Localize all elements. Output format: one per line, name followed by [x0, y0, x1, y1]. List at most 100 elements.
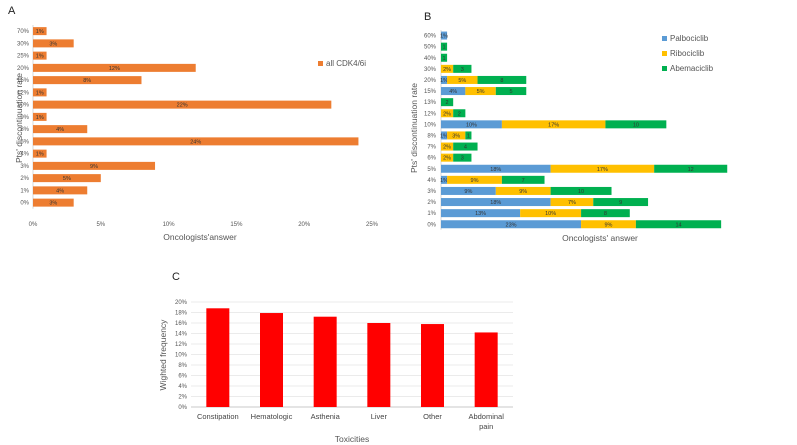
panel-a-bar-label: 9%	[90, 164, 98, 170]
panel-b-legend-label: Abemaciclib	[670, 64, 714, 73]
panel-b-bar-ribociclib	[441, 153, 454, 162]
panel-c-bar	[313, 316, 337, 407]
panel-b-bar-ribociclib	[465, 87, 496, 96]
panel-b-bar-label: 4%	[449, 89, 457, 95]
panel-a-y-tick: 5%	[20, 139, 29, 145]
panel-a-bar	[33, 112, 47, 121]
panel-c-x-tick: Abdominal	[468, 412, 504, 421]
panel-b-legend-swatch	[662, 36, 667, 41]
panel-b-bar-palbociclib	[441, 220, 582, 229]
panel-c-y-title: Wighted frequency	[158, 319, 168, 391]
panel-a-bar	[33, 88, 47, 97]
panel-b-bar-palbociclib	[441, 164, 551, 173]
panel-b-bar-abemaciclib	[465, 131, 472, 140]
panel-b-bar-abemaciclib	[635, 220, 722, 229]
panel-c-bar	[474, 332, 498, 407]
panel-b-legend-swatch	[662, 66, 667, 71]
panel-a-y-tick: 70%	[17, 29, 30, 35]
panel-b-bar-abemaciclib	[453, 64, 472, 73]
panel-a-bar	[33, 149, 47, 158]
panel-b-bar-label: 1%	[440, 178, 448, 184]
panel-b-y-tick: 5%	[427, 167, 436, 173]
panel-b-bar-label: 8	[500, 78, 503, 84]
panel-a-x-tick: 20%	[298, 222, 311, 228]
panel-b-y-tick: 7%	[427, 145, 436, 151]
panel-b-bar-abemaciclib	[654, 164, 728, 173]
panel-a-bar-label: 8%	[83, 78, 91, 84]
panel-c-y-tick: 6%	[178, 374, 187, 380]
panel-b-bar-ribociclib	[441, 109, 454, 118]
panel-c-bar	[421, 324, 444, 407]
panel-a-bar-label: 1%	[36, 90, 44, 96]
panel-a-legend-swatch	[318, 61, 323, 66]
panel-b-bar-label: 2%	[443, 145, 451, 151]
panel-b-bar-label: 1	[443, 56, 446, 62]
panel-b-bar-label: 18%	[490, 200, 501, 206]
panel-c-y-tick: 0%	[178, 405, 187, 411]
panel-b-bar-abemaciclib	[605, 120, 667, 129]
panel-b-bar-ribociclib	[581, 220, 636, 229]
panel-b-bar-ribociclib	[550, 164, 655, 173]
panel-b-bar-abemaciclib	[550, 186, 612, 195]
panel-a-bar-label: 1%	[36, 54, 44, 60]
panel-b-bar-label: 4	[464, 145, 467, 151]
panel-b-bar-label: 10%	[466, 122, 477, 128]
panel-b-y-tick: 20%	[424, 78, 437, 84]
panel-c-y-tick: 16%	[175, 321, 188, 327]
panel-a-bar	[33, 125, 88, 134]
panel-b-bar-label: 12	[688, 167, 694, 173]
panel-b-bar-abemaciclib	[441, 98, 454, 107]
panel-b-bar-abemaciclib	[453, 153, 472, 162]
panel-b-bar-label: 1%	[440, 78, 448, 84]
panel-a-bar	[33, 51, 47, 60]
panel-c-x-tick: Hematologic	[251, 412, 293, 421]
panel-b-bar-label: 5%	[458, 78, 466, 84]
panel-a-y-tick: 15%	[17, 78, 30, 84]
panel-a-letter: A	[8, 5, 16, 17]
panel-b-bar-label: 3	[461, 156, 464, 162]
panel-b-bar-label: 8	[604, 211, 607, 217]
panel-a-y-tick: 30%	[17, 41, 30, 47]
panel-b-bar-ribociclib	[495, 186, 551, 195]
panel-c-bar	[260, 313, 283, 407]
panel-c-y-tick: 10%	[175, 353, 188, 359]
panel-b-bar-label: 9%	[464, 189, 472, 195]
panel-a-x-title: Oncologists'answer	[163, 232, 237, 242]
panel-b-bar-palbociclib	[441, 198, 551, 207]
panel-a-bar-label: 3%	[49, 201, 57, 207]
panel-b-bar-label: 3	[461, 67, 464, 73]
panel-b-bar-ribociclib	[447, 131, 466, 140]
panel-b-bar-abemaciclib	[441, 53, 448, 62]
panel-a-bar	[33, 100, 332, 109]
panel-b-letter: B	[424, 11, 431, 23]
panel-b-legend-label: Palbociclib	[670, 34, 709, 43]
panel-a-x-tick: 0%	[29, 222, 38, 228]
panel-b-bar-label: 2	[446, 100, 449, 106]
panel-b-bar-label: 2	[458, 111, 461, 117]
panel-b-legend-label: Ribociclib	[670, 49, 705, 58]
panel-c-x-title: Toxicities	[335, 434, 369, 444]
panel-a-bar	[33, 186, 88, 195]
panel-b-bar-label: 13%	[475, 211, 486, 217]
panel-a-x-tick: 10%	[163, 222, 176, 228]
panel-a-bar-label: 5%	[63, 176, 71, 182]
panel-a-y-tick: 4%	[20, 152, 29, 158]
panel-a-bar-label: 1%	[36, 115, 44, 121]
panel-c-x-tick: Constipation	[197, 412, 239, 421]
panel-b-bar-abemaciclib	[453, 142, 478, 151]
panel-b-y-tick: 50%	[424, 45, 437, 51]
panel-b-bar-label: 17%	[548, 122, 559, 128]
panel-b-bar-palbociclib	[441, 186, 496, 195]
panel-b-y-tick: 0%	[427, 222, 436, 228]
panel-a-bar	[33, 39, 74, 48]
panel-a-bar	[33, 27, 47, 36]
panel-b-y-tick: 13%	[424, 100, 437, 106]
panel-b-bar-ribociclib	[520, 209, 582, 218]
panel-b-y-tick: 6%	[427, 156, 436, 162]
panel-b-bar-label: 9%	[471, 178, 479, 184]
panel-b-bar-label: 10	[633, 122, 639, 128]
panel-b-legend-swatch	[662, 51, 667, 56]
panel-c-bar	[367, 323, 391, 407]
panel-c-y-tick: 14%	[175, 332, 188, 338]
panel-b-bar-palbociclib	[441, 87, 466, 96]
